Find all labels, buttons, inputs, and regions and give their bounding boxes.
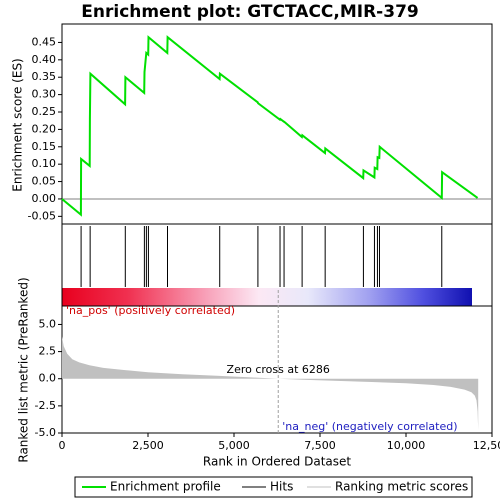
y-tick-label: 0.30 — [32, 88, 57, 101]
legend-label: Ranking metric scores — [335, 480, 468, 494]
y-tick-label: 0.0 — [39, 372, 57, 385]
y-tick-label: 0.25 — [32, 105, 57, 118]
legend-label: Hits — [270, 480, 293, 494]
y-tick-label: 0.40 — [32, 53, 57, 66]
y-tick-label: 0.45 — [32, 35, 57, 48]
x-tick-label: 10,000 — [387, 439, 426, 452]
legend-box — [74, 476, 473, 498]
legend — [74, 476, 473, 498]
annotation: 'na_neg' (negatively correlated) — [282, 420, 457, 433]
y-tick-label: 2.5 — [39, 345, 57, 358]
x-axis-label: Rank in Ordered Dataset — [203, 455, 351, 469]
y-tick-label: 5.0 — [39, 317, 57, 330]
y-tick-label: -2.5 — [35, 399, 56, 412]
y-tick-label: 0.20 — [32, 122, 57, 135]
y-tick-label: -0.05 — [28, 209, 56, 222]
legend-label: Enrichment profile — [110, 480, 221, 494]
x-tick-label: 5,000 — [218, 439, 250, 452]
x-tick-label: 0 — [59, 439, 66, 452]
chart-title: Enrichment plot: GTCTACC,MIR-379 — [81, 2, 418, 22]
y-tick-label: -5.0 — [35, 426, 56, 439]
y-axis-label: Ranked list metric (PreRanked) — [17, 277, 31, 462]
x-tick-label: 7,500 — [304, 439, 336, 452]
x-tick-label: 12,500 — [473, 439, 500, 452]
es-line — [61, 35, 479, 217]
x-tick-label: 2,500 — [132, 439, 164, 452]
rank-color-bar — [62, 288, 472, 306]
y-tick-label: 0.05 — [32, 175, 57, 188]
y-tick-label: 0.15 — [32, 140, 57, 153]
y-tick-label: 0.35 — [32, 70, 57, 83]
y-axis-label: Enrichment score (ES) — [11, 58, 25, 191]
y-tick-label: 0.00 — [32, 192, 57, 205]
y-tick-label: 0.10 — [32, 157, 57, 170]
annotation: Zero cross at 6286 — [227, 363, 330, 376]
annotation: 'na_pos' (positively correlated) — [66, 304, 235, 317]
